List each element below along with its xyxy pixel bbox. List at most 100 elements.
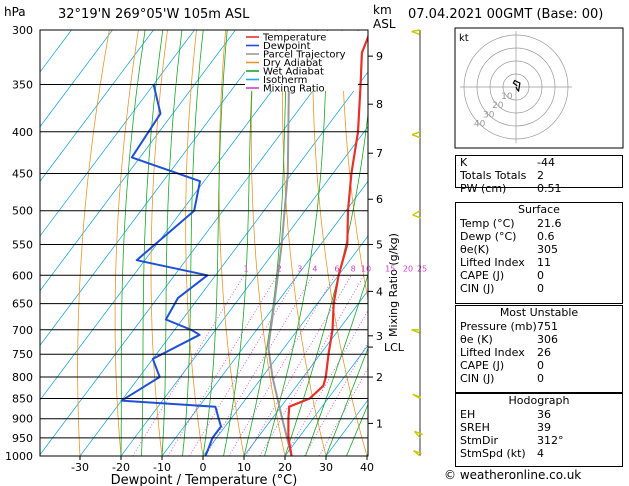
isotherm-line: [40, 30, 72, 73]
legend-background: [245, 31, 358, 91]
most-unstable-row: CIN (J) 0: [456, 372, 622, 385]
legend-entry: Wet Adiabat: [263, 67, 324, 78]
surface-key: CIN (J): [460, 282, 495, 295]
mixing-ratio-line: [245, 275, 352, 456]
pressure-tick-label: 700: [12, 324, 33, 337]
hodograph-table: Hodograph EH 36 SREH 39 StmDir 312° StmSpd (kt…: [455, 393, 623, 467]
mixing-ratio-line: [132, 275, 245, 456]
height-tick-label: 8: [376, 98, 383, 111]
wet-adiabat-line: [141, 30, 164, 456]
height-tick-label: 9: [376, 50, 383, 63]
dry-adiabat-line: [341, 30, 368, 302]
hodograph-row: StmSpd (kt) 4: [456, 447, 622, 460]
mixing-ratio-label: 1: [243, 264, 248, 273]
wet-adiabat-line: [346, 403, 368, 456]
surface-row: Temp (°C) 21.6: [456, 217, 622, 230]
mixing-ratio-axis-title: Mixing Ratio (g/kg): [387, 233, 400, 337]
pressure-tick-label: 800: [12, 371, 33, 384]
legend-entry: Isotherm: [263, 75, 307, 86]
surface-title: Surface: [518, 203, 560, 216]
hodograph-value: 4: [537, 447, 544, 460]
x-axis-title: Dewpoint / Temperature (°C): [111, 473, 298, 486]
legend-entry: Temperature: [262, 33, 326, 44]
most-unstable-key: CIN (J): [460, 372, 495, 385]
isotherm-line: [40, 30, 195, 237]
isotherm-line: [79, 71, 368, 456]
mixing-ratio-label: 2: [277, 264, 282, 273]
temperature-tick-label: 10: [237, 461, 251, 474]
pressure-tick-label: 1000: [5, 450, 33, 463]
hodograph-value: 39: [537, 421, 551, 434]
temperature-tick-label: -30: [71, 461, 89, 474]
temperature-tick-label: 20: [278, 461, 292, 474]
wet-adiabat-line: [161, 30, 183, 456]
hodograph-row: SREH 39: [456, 421, 622, 434]
copyright: © weatheronline.co.uk: [444, 468, 582, 482]
temperature-tick-label: 30: [319, 461, 333, 474]
height-tick-label: 4: [376, 285, 383, 298]
most-unstable-row: θe (K) 306: [456, 333, 622, 346]
wind-barb: [411, 131, 421, 136]
pressure-tick-label: 350: [12, 79, 33, 92]
temperature-tick-label: -20: [112, 461, 130, 474]
pressure-tick-label: 850: [12, 392, 33, 405]
pressure-tick-label: 750: [12, 348, 33, 361]
height-tick-label: 6: [376, 193, 383, 206]
wet-adiabat-line: [325, 347, 368, 456]
legend-entry: Parcel Trajectory: [263, 50, 346, 61]
hodograph-frame: [454, 27, 624, 149]
pressure-tick-label: 650: [12, 298, 33, 311]
isotherm-line: [40, 30, 154, 182]
most-unstable-value: 0: [537, 359, 544, 372]
mixing-ratio-label: 3: [297, 264, 302, 273]
index-row: Totals Totals 2: [456, 169, 622, 182]
most-unstable-key: CAPE (J): [460, 359, 505, 372]
wind-barb: [412, 210, 421, 216]
isotherm-line: [40, 30, 359, 456]
index-key: K: [460, 156, 468, 169]
wind-barb-flag: [414, 430, 423, 436]
index-key: PW (cm): [460, 182, 507, 195]
temperature-tick-label: 40: [360, 461, 374, 474]
hodograph-value: 36: [537, 408, 551, 421]
index-row: K -44: [456, 156, 622, 169]
most-unstable-value: 26: [537, 346, 551, 359]
asl-axis-label: ASL: [373, 17, 396, 31]
pressure-tick-label: 900: [12, 413, 33, 426]
hodograph-table-title: Hodograph: [508, 394, 570, 407]
hodograph-ring-label: 20: [492, 101, 504, 111]
index-row: PW (cm) 0.51: [456, 182, 622, 195]
temperature-profile: [287, 34, 368, 456]
most-unstable-key: Pressure (mb): [460, 320, 537, 333]
temperature-tick-label: -10: [153, 461, 171, 474]
most-unstable-value: 0: [537, 372, 544, 385]
surface-key: Lifted Index: [460, 256, 525, 269]
wet-adiabat-line: [120, 30, 146, 456]
surface-row: CAPE (J) 0: [456, 269, 622, 282]
surface-row: Dewp (°C) 0.6: [456, 230, 622, 243]
hodograph-key: EH: [460, 408, 476, 421]
mixing-ratio-line: [189, 275, 299, 456]
surface-value: 305: [537, 243, 558, 256]
hodograph-row: EH 36: [456, 408, 622, 421]
indices-table: K -44 Totals Totals 2 PW (cm) 0.51: [455, 155, 623, 195]
mixing-ratio-label: 25: [417, 264, 427, 273]
hodograph-ring-label: 30: [483, 110, 495, 120]
wind-barb-flag: [411, 30, 420, 36]
height-tick-label: 5: [376, 238, 383, 251]
surface-key: θe(K): [460, 243, 490, 256]
wind-barb-flag: [412, 214, 421, 219]
pressure-tick-label: 600: [12, 269, 33, 282]
hpa-axis-label: hPa: [4, 5, 26, 19]
surface-value: 21.6: [537, 217, 562, 230]
index-key: Totals Totals: [460, 169, 527, 182]
mixing-ratio-label: 4: [312, 264, 317, 273]
lcl-label: LCL: [384, 341, 405, 354]
index-value: 2: [537, 169, 544, 182]
dry-adiabat-line: [77, 30, 110, 456]
isotherm-line: [243, 289, 368, 456]
most-unstable-title: Most Unstable: [499, 306, 579, 319]
wind-barb-flag: [412, 393, 421, 398]
datetime-label: 07.04.2021 00GMT (Base: 00): [408, 7, 604, 22]
